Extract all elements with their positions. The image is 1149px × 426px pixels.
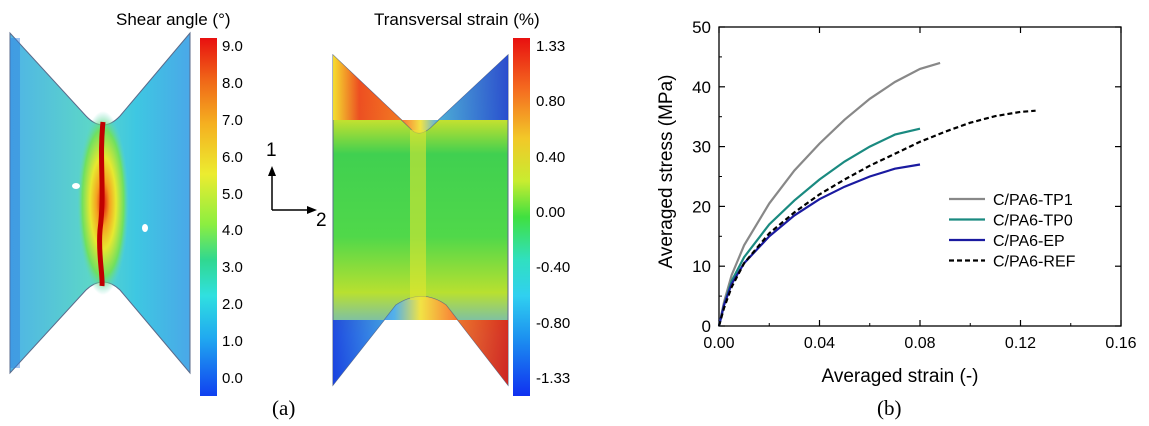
legend-label: C/PA6-REF	[993, 254, 1076, 271]
transversal-colorbar	[513, 38, 530, 396]
shear-tick-label: 4.0	[222, 222, 243, 240]
transversal-tick-label: 0.00	[536, 204, 566, 221]
transversal-tick-label: -0.80	[536, 314, 571, 332]
y-tick-label: 0	[702, 317, 711, 336]
x-tick-label: 0.04	[804, 335, 835, 352]
y-tick-label: 20	[692, 197, 711, 216]
shear-tick-label: 1.0	[222, 333, 243, 351]
legend-label: C/PA6-EP	[993, 233, 1065, 250]
shear-tick-label: 0.0	[222, 370, 243, 387]
shear-colorbar-title: Shear angle (°)	[116, 10, 231, 29]
stress-strain-chart: 0.00 0.04 0.08 0.12 0.16 0 10 20 30 40 50 Averaged …	[656, 18, 1137, 387]
transversal-tick-label: 1.33	[536, 38, 566, 55]
x-tick-label: 0.16	[1105, 335, 1136, 352]
legend-label: C/PA6-TP0	[993, 213, 1073, 230]
series-line-c-pa6-tp0	[717, 127, 921, 327]
y-tick-label: 10	[692, 257, 711, 276]
panel-a-label: (a)	[272, 396, 296, 420]
shear-tick-label: 2.0	[222, 296, 243, 314]
x-tick-label: 0.12	[1005, 335, 1036, 352]
shear-tick-label: 8.0	[222, 74, 243, 92]
y-axis-label: Averaged stress (MPa)	[656, 75, 677, 269]
y-tick-label: 30	[692, 138, 711, 157]
shear-tick-label: 7.0	[222, 111, 243, 129]
x-axis-label: Averaged strain (-)	[822, 366, 979, 387]
transversal-tick-label: -1.33	[536, 370, 571, 387]
transversal-colorbar-title: Transversal strain (%)	[374, 10, 540, 29]
panel-b-label: (b)	[877, 396, 902, 420]
x-tick-label: 0.08	[904, 335, 935, 352]
shear-tick-label: 9.0	[222, 38, 243, 55]
transversal-tick-label: 0.80	[536, 93, 566, 111]
transversal-strain-map	[332, 53, 509, 387]
transversal-tick-label: -0.40	[536, 259, 571, 277]
x-tick-label: 0.00	[703, 335, 734, 352]
y-tick-label: 40	[692, 78, 711, 97]
plot-frame	[718, 26, 1122, 327]
shear-colorbar	[200, 38, 217, 396]
series-line-c-pa6-tp1	[717, 61, 941, 327]
direction-1-label: 1	[266, 140, 277, 161]
legend-label: C/PA6-TP1	[993, 192, 1073, 209]
shear-tick-label: 5.0	[222, 185, 243, 203]
direction-2-label: 2	[316, 210, 327, 231]
shear-tick-label: 3.0	[222, 259, 243, 277]
direction-axes	[268, 166, 317, 214]
transversal-tick-label: 0.40	[536, 148, 566, 166]
y-tick-label: 50	[692, 18, 711, 37]
shear-angle-map	[9, 31, 191, 375]
shear-tick-label: 6.0	[222, 148, 243, 166]
series-line-c-pa6-ep	[717, 163, 921, 327]
